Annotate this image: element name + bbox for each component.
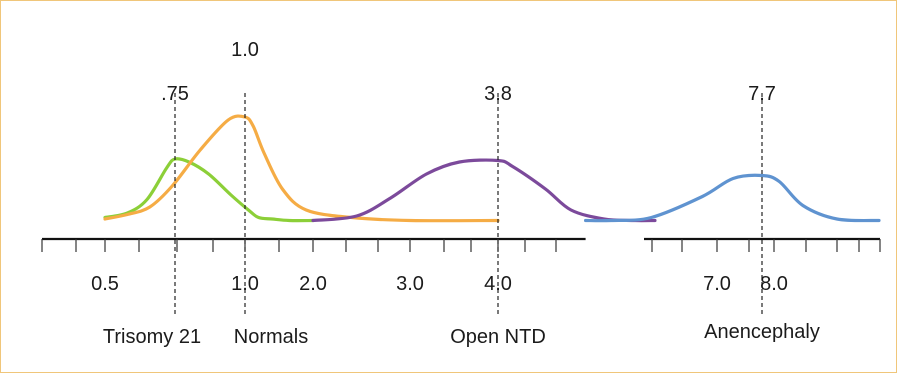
group-label-2: Normals	[234, 326, 308, 348]
tick-label-2: 1.0	[231, 273, 259, 295]
tick-label-3: 2.0	[299, 273, 327, 295]
curve-layer	[103, 114, 881, 223]
marker-label-3: 3.8	[484, 83, 512, 105]
tick-label-7: 8.0	[760, 273, 788, 295]
marker-layer	[174, 93, 763, 314]
label-layer: .75 1.0 3.8 7.7 0.5 1.0 2.0 3.0 4.0 7.0 8.0 Trisomy…	[91, 39, 820, 348]
marker-label-1: .75	[161, 83, 189, 105]
distribution-curve-1	[103, 157, 315, 223]
tick-label-1: 0.5	[91, 273, 119, 295]
tick-label-6: 7.0	[703, 273, 731, 295]
marker-label-4: 7.7	[748, 83, 776, 105]
marker-label-2: 1.0	[231, 39, 259, 61]
tick-label-4: 3.0	[396, 273, 424, 295]
group-label-3: Open NTD	[450, 326, 546, 348]
group-label-4: Anencephaly	[704, 321, 820, 343]
tick-label-5: 4.0	[484, 273, 512, 295]
distribution-curve-4	[584, 173, 881, 223]
group-label-1: Trisomy 21	[103, 326, 201, 348]
axis-layer	[41, 237, 881, 252]
distribution-curve-3	[311, 158, 657, 223]
